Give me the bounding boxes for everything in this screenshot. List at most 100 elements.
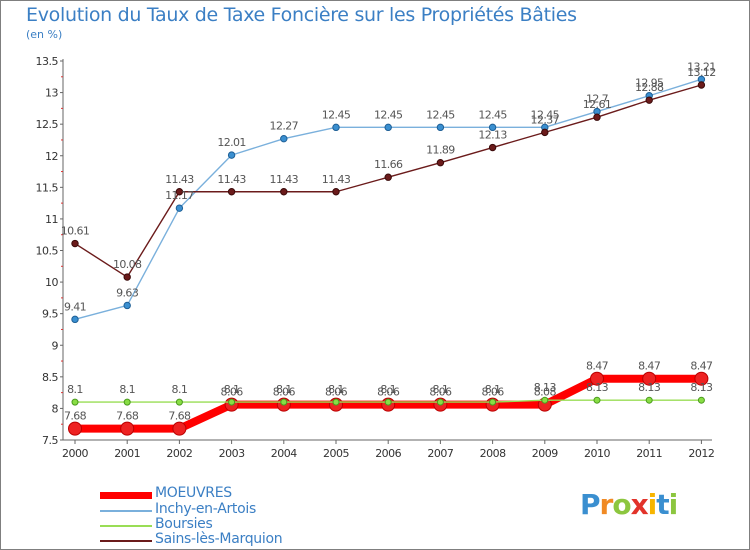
data-point-moeuvres [172, 421, 187, 436]
data-label-inchy-en-artois: 12.27 [270, 120, 299, 133]
data-label-sains-les-marquion: 11.89 [426, 144, 455, 157]
data-label-sains-les-marquion: 11.66 [374, 158, 403, 171]
data-label-moeuvres: 8.06 [377, 386, 400, 399]
data-point-inchy-en-artois [436, 123, 445, 132]
data-label-boursies: 8.13 [534, 381, 557, 394]
data-point-sains-les-marquion [175, 188, 184, 196]
x-tick-label: 2011 [636, 447, 662, 460]
data-point-boursies [123, 398, 131, 406]
data-label-boursies: 8.13 [638, 381, 661, 394]
x-tick-label: 2010 [584, 447, 610, 460]
data-label-inchy-en-artois: 12.7 [586, 93, 609, 106]
data-label-moeuvres: 7.68 [116, 410, 139, 423]
data-label-boursies: 8.1 [485, 383, 501, 396]
data-point-boursies [489, 398, 497, 406]
data-label-sains-les-marquion: 11.43 [217, 173, 246, 186]
x-tick-label: 2003 [219, 447, 245, 460]
logo-letter: t [656, 488, 669, 521]
y-tick-label: 11.5 [36, 181, 59, 194]
data-point-inchy-en-artois [175, 204, 184, 212]
data-point-moeuvres [590, 371, 604, 386]
data-label-boursies: 8.1 [224, 383, 240, 396]
data-label-inchy-en-artois: 12.95 [635, 77, 664, 90]
data-point-boursies [175, 398, 183, 406]
data-point-moeuvres [120, 421, 135, 436]
data-point-boursies [436, 398, 444, 406]
data-point-moeuvres [68, 421, 82, 436]
x-tick-label: 2002 [166, 447, 192, 460]
y-tick-label: 12 [45, 150, 58, 163]
data-label-sains-les-marquion: 10.08 [113, 258, 142, 271]
data-label-sains-les-marquion: 11.43 [322, 173, 351, 186]
x-tick-label: 2009 [532, 447, 558, 460]
data-label-sains-les-marquion: 12.88 [635, 81, 664, 94]
data-label-inchy-en-artois: 11.17 [165, 189, 194, 202]
legend-swatch-moeuvres [100, 492, 152, 499]
data-label-sains-les-marquion: 13.12 [687, 66, 716, 79]
data-label-moeuvres: 8.47 [690, 360, 713, 373]
data-point-inchy-en-artois [384, 123, 392, 132]
data-label-inchy-en-artois: 12.45 [374, 108, 403, 121]
data-point-inchy-en-artois [227, 151, 236, 159]
data-point-boursies [541, 396, 549, 404]
data-point-sains-les-marquion [227, 188, 236, 196]
y-tick-label: 13 [45, 87, 58, 100]
data-label-moeuvres: 8.06 [221, 386, 244, 399]
data-label-moeuvres: 8.47 [638, 360, 661, 373]
data-label-sains-les-marquion: 10.61 [61, 225, 90, 238]
data-label-boursies: 8.13 [690, 381, 713, 394]
data-point-boursies [332, 398, 340, 406]
data-label-sains-les-marquion: 12.37 [531, 113, 560, 126]
data-point-sains-les-marquion [332, 188, 340, 196]
logo-letter: P [580, 488, 601, 521]
data-label-boursies: 8.1 [119, 383, 135, 396]
data-label-boursies: 8.1 [433, 383, 449, 396]
data-label-moeuvres: 8.06 [325, 386, 348, 399]
y-tick-label: 9 [52, 339, 59, 352]
data-point-moeuvres [642, 371, 657, 386]
data-point-boursies [280, 398, 288, 406]
x-tick-label: 2008 [480, 447, 506, 460]
data-label-boursies: 8.1 [172, 383, 188, 396]
data-point-sains-les-marquion [645, 96, 653, 104]
x-tick-label: 2006 [375, 447, 401, 460]
legend-label: Inchy-en-Artois [155, 501, 256, 517]
y-tick-label: 12.5 [36, 118, 59, 131]
y-tick-label: 9.5 [42, 308, 58, 321]
data-point-sains-les-marquion [488, 143, 497, 152]
logo-letter: i [668, 488, 679, 521]
proxiti-logo: Proxiti [580, 488, 679, 521]
x-tick-label: 2012 [688, 447, 714, 460]
data-point-sains-les-marquion [697, 81, 706, 89]
data-point-boursies [384, 398, 392, 406]
logo-letter: x [630, 488, 649, 521]
data-label-sains-les-marquion: 11.43 [165, 173, 194, 186]
data-label-moeuvres: 8.06 [482, 386, 505, 399]
data-point-sains-les-marquion [123, 273, 131, 281]
data-point-boursies [228, 398, 236, 406]
y-tick-label: 11 [45, 213, 58, 226]
chart-title: Evolution du Taux de Taxe Foncière sur l… [26, 4, 577, 26]
data-point-sains-les-marquion [71, 239, 79, 248]
y-tick-label: 13.5 [36, 55, 59, 68]
data-point-inchy-en-artois [332, 123, 340, 132]
legend-label: Sains-lès-Marquion [155, 531, 283, 547]
y-tick-label: 8.5 [42, 371, 58, 384]
data-label-sains-les-marquion: 12.13 [478, 129, 507, 142]
legend-label: MOEUVRES [155, 485, 232, 501]
y-tick-label: 10.5 [36, 245, 59, 258]
data-point-boursies [645, 396, 653, 404]
x-tick-label: 2001 [114, 447, 140, 460]
data-point-inchy-en-artois [280, 134, 288, 143]
data-point-boursies [593, 396, 601, 404]
data-point-inchy-en-artois [71, 315, 79, 324]
data-point-sains-les-marquion [541, 128, 549, 137]
data-label-boursies: 8.1 [67, 383, 83, 396]
data-label-moeuvres: 7.68 [64, 410, 87, 423]
logo-letter: i [647, 488, 658, 521]
data-point-inchy-en-artois [123, 301, 131, 310]
y-tick-label: 8 [52, 402, 59, 415]
data-label-sains-les-marquion: 11.43 [270, 173, 299, 186]
data-label-boursies: 8.1 [328, 383, 344, 396]
